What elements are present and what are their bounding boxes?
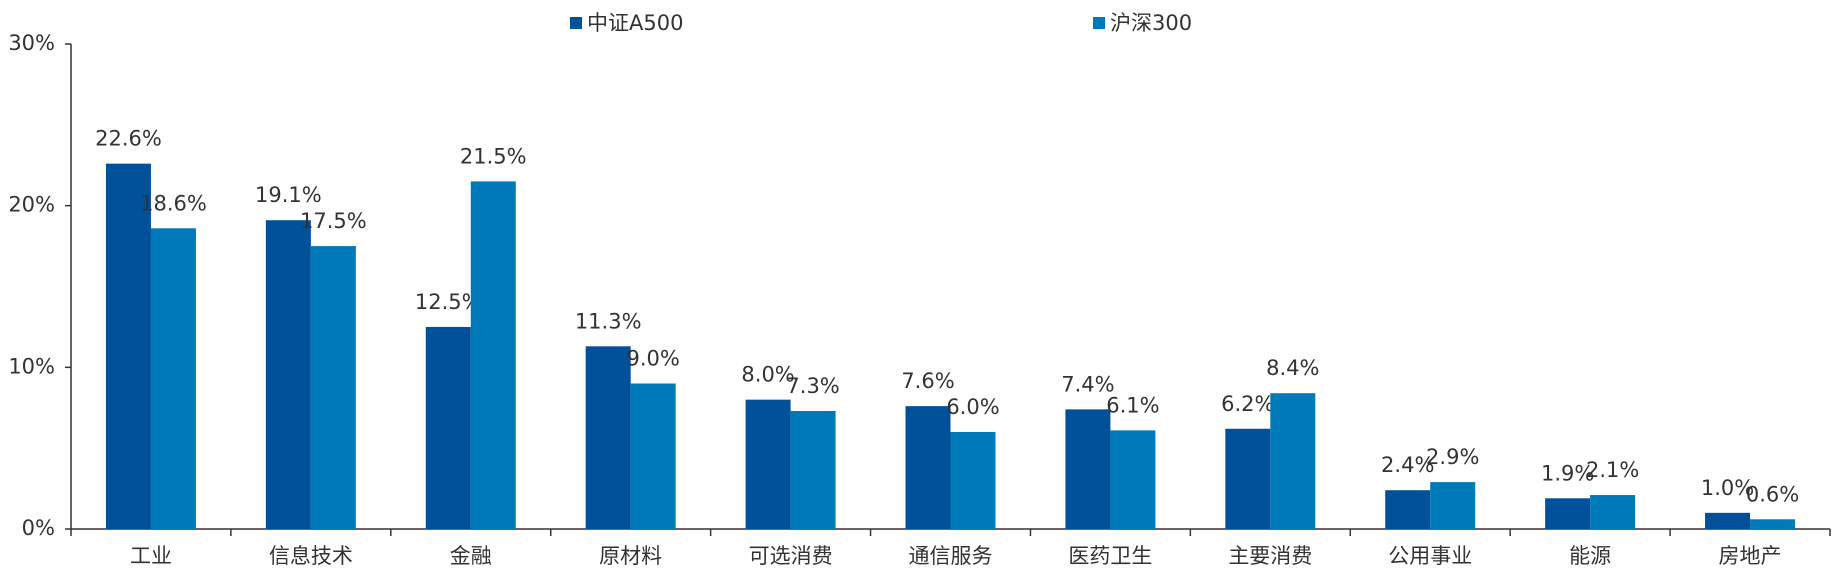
bar [1110, 430, 1156, 529]
value-label: 21.5% [460, 144, 527, 168]
bar [585, 346, 631, 529]
bar [1705, 512, 1751, 529]
x-tick-label: 工业 [130, 544, 172, 568]
bar [950, 432, 996, 529]
bar [425, 326, 471, 529]
value-label: 2.1% [1586, 458, 1639, 482]
legend-swatch [570, 17, 582, 29]
value-label: 2.9% [1426, 445, 1479, 469]
value-label: 19.1% [255, 183, 322, 207]
bar [1225, 428, 1271, 529]
bar [1545, 498, 1591, 529]
value-label: 6.1% [1106, 393, 1159, 417]
value-label: 12.5% [415, 290, 482, 314]
x-tick-label: 公用事业 [1388, 544, 1472, 568]
bar [630, 383, 676, 529]
bar [1750, 519, 1796, 529]
legend-label: 中证A500 [587, 11, 683, 35]
bar [150, 228, 196, 530]
bar [310, 246, 356, 530]
x-tick-label: 原材料 [599, 544, 662, 568]
x-tick-label: 医药卫生 [1068, 544, 1152, 568]
x-tick-label: 能源 [1569, 544, 1611, 568]
y-tick-label: 10% [8, 354, 55, 378]
value-label: 1.0% [1701, 476, 1754, 500]
value-label: 9.0% [627, 347, 680, 371]
value-label: 17.5% [300, 209, 367, 233]
value-label: 8.0% [741, 363, 794, 387]
legend-label: 沪深300 [1110, 11, 1192, 35]
bar [265, 220, 311, 529]
x-tick-label: 金融 [450, 544, 492, 568]
value-label: 1.9% [1541, 461, 1594, 485]
legend-swatch [1093, 17, 1105, 29]
value-label: 22.6% [95, 127, 162, 151]
value-label: 6.2% [1221, 392, 1274, 416]
bar [105, 163, 151, 529]
bar [470, 181, 516, 529]
bar [790, 410, 836, 529]
x-tick-label: 房地产 [1719, 544, 1782, 568]
x-tick-label: 可选消费 [749, 544, 833, 568]
bar [905, 406, 951, 529]
value-label: 18.6% [140, 191, 207, 215]
y-tick-label: 30% [8, 31, 55, 55]
y-tick-label: 20% [8, 193, 55, 217]
value-label: 11.3% [575, 309, 642, 333]
x-tick-label: 通信服务 [909, 544, 993, 568]
value-label: 8.4% [1266, 356, 1319, 380]
bar [1590, 495, 1636, 529]
value-label: 0.6% [1746, 482, 1799, 506]
x-tick-label: 主要消费 [1228, 544, 1312, 568]
value-label: 6.0% [946, 395, 999, 419]
value-label: 7.3% [786, 374, 839, 398]
bar [1430, 482, 1476, 529]
value-label: 2.4% [1381, 453, 1434, 477]
value-label: 7.6% [901, 369, 954, 393]
bar [745, 399, 791, 529]
value-label: 7.4% [1061, 372, 1114, 396]
y-tick-label: 0% [22, 516, 55, 540]
bar [1270, 393, 1316, 529]
x-tick-label: 信息技术 [269, 544, 353, 568]
bar [1385, 490, 1431, 529]
bar [1065, 409, 1111, 529]
